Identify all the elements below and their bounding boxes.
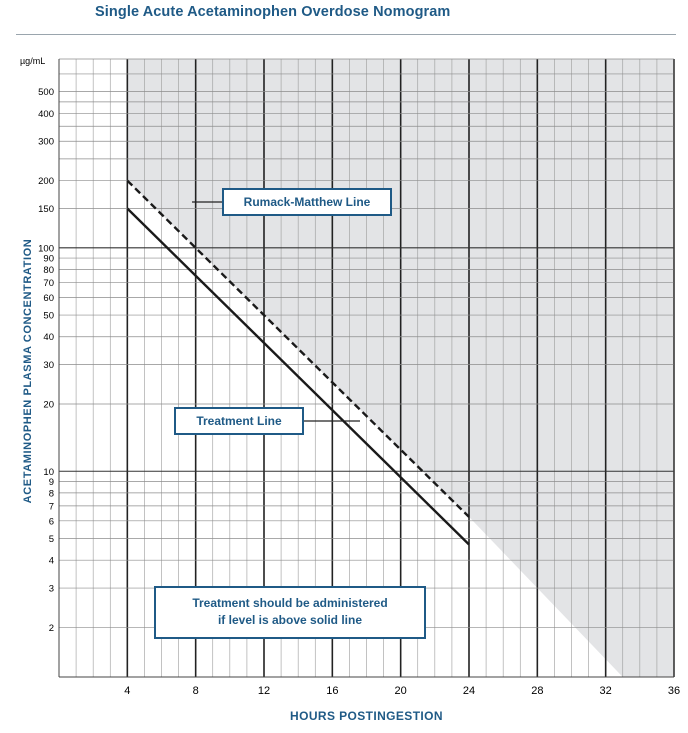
x-tick-label: 32 xyxy=(600,685,612,697)
y-tick-label: 100 xyxy=(38,243,54,254)
y-tick-label: 80 xyxy=(43,265,54,276)
y-tick-label: 3 xyxy=(49,584,54,595)
y-tick-label: 150 xyxy=(38,204,54,215)
y-tick-label: 9 xyxy=(49,477,54,488)
x-tick-label: 16 xyxy=(326,685,338,697)
x-tick-label: 24 xyxy=(463,685,475,697)
y-tick-label: 20 xyxy=(43,399,54,410)
y-tick-label: 30 xyxy=(43,360,54,371)
y-tick-label: 2 xyxy=(49,623,54,634)
y-tick-label: 4 xyxy=(49,556,54,567)
chart-title: Single Acute Acetaminophen Overdose Nomo… xyxy=(95,4,451,20)
y-tick-label: 50 xyxy=(43,311,54,322)
x-tick-label: 36 xyxy=(668,685,680,697)
y-unit-label: µg/mL xyxy=(20,56,46,66)
x-tick-label: 20 xyxy=(395,685,407,697)
rumack-matthew-callout: Rumack-Matthew Line xyxy=(222,188,392,216)
y-tick-label: 400 xyxy=(38,109,54,120)
treatment-note-callout: Treatment should be administered if leve… xyxy=(154,586,426,639)
y-tick-label: 90 xyxy=(43,254,54,265)
x-tick-label: 8 xyxy=(193,685,199,697)
y-tick-label: 300 xyxy=(38,137,54,148)
y-tick-label: 8 xyxy=(49,488,54,499)
y-tick-label: 40 xyxy=(43,332,54,343)
treatment-line-callout: Treatment Line xyxy=(174,407,304,435)
y-tick-label: 60 xyxy=(43,293,54,304)
y-tick-label: 7 xyxy=(49,501,54,512)
y-tick-label: 5 xyxy=(49,534,54,545)
tick-label-layer: 4 8 12 16 20 24 28 32 36234567891020304050607080… xyxy=(38,87,680,697)
grid-layer xyxy=(58,58,675,678)
y-axis-label: ACETAMINOPHEN PLASMA CONCENTRATION xyxy=(22,238,34,504)
treatment-line xyxy=(126,207,470,546)
x-tick-label: 12 xyxy=(258,685,270,697)
x-axis-label: HOURS POSTINGESTION xyxy=(290,709,443,723)
y-tick-label: 6 xyxy=(49,516,54,527)
title-divider xyxy=(16,34,676,35)
x-tick-label: 28 xyxy=(531,685,543,697)
y-tick-label: 500 xyxy=(38,87,54,98)
callout-connector-layer xyxy=(192,201,360,422)
y-tick-label: 10 xyxy=(43,467,54,478)
rumack-matthew-line xyxy=(126,179,470,518)
treatment-note-line-1: Treatment should be administered xyxy=(192,596,388,610)
y-tick-label: 200 xyxy=(38,176,54,187)
x-tick-label: 4 xyxy=(124,685,130,697)
y-tick-label: 70 xyxy=(43,278,54,289)
treatment-note-line-2: if level is above solid line xyxy=(217,613,363,627)
series-layer xyxy=(126,179,470,546)
